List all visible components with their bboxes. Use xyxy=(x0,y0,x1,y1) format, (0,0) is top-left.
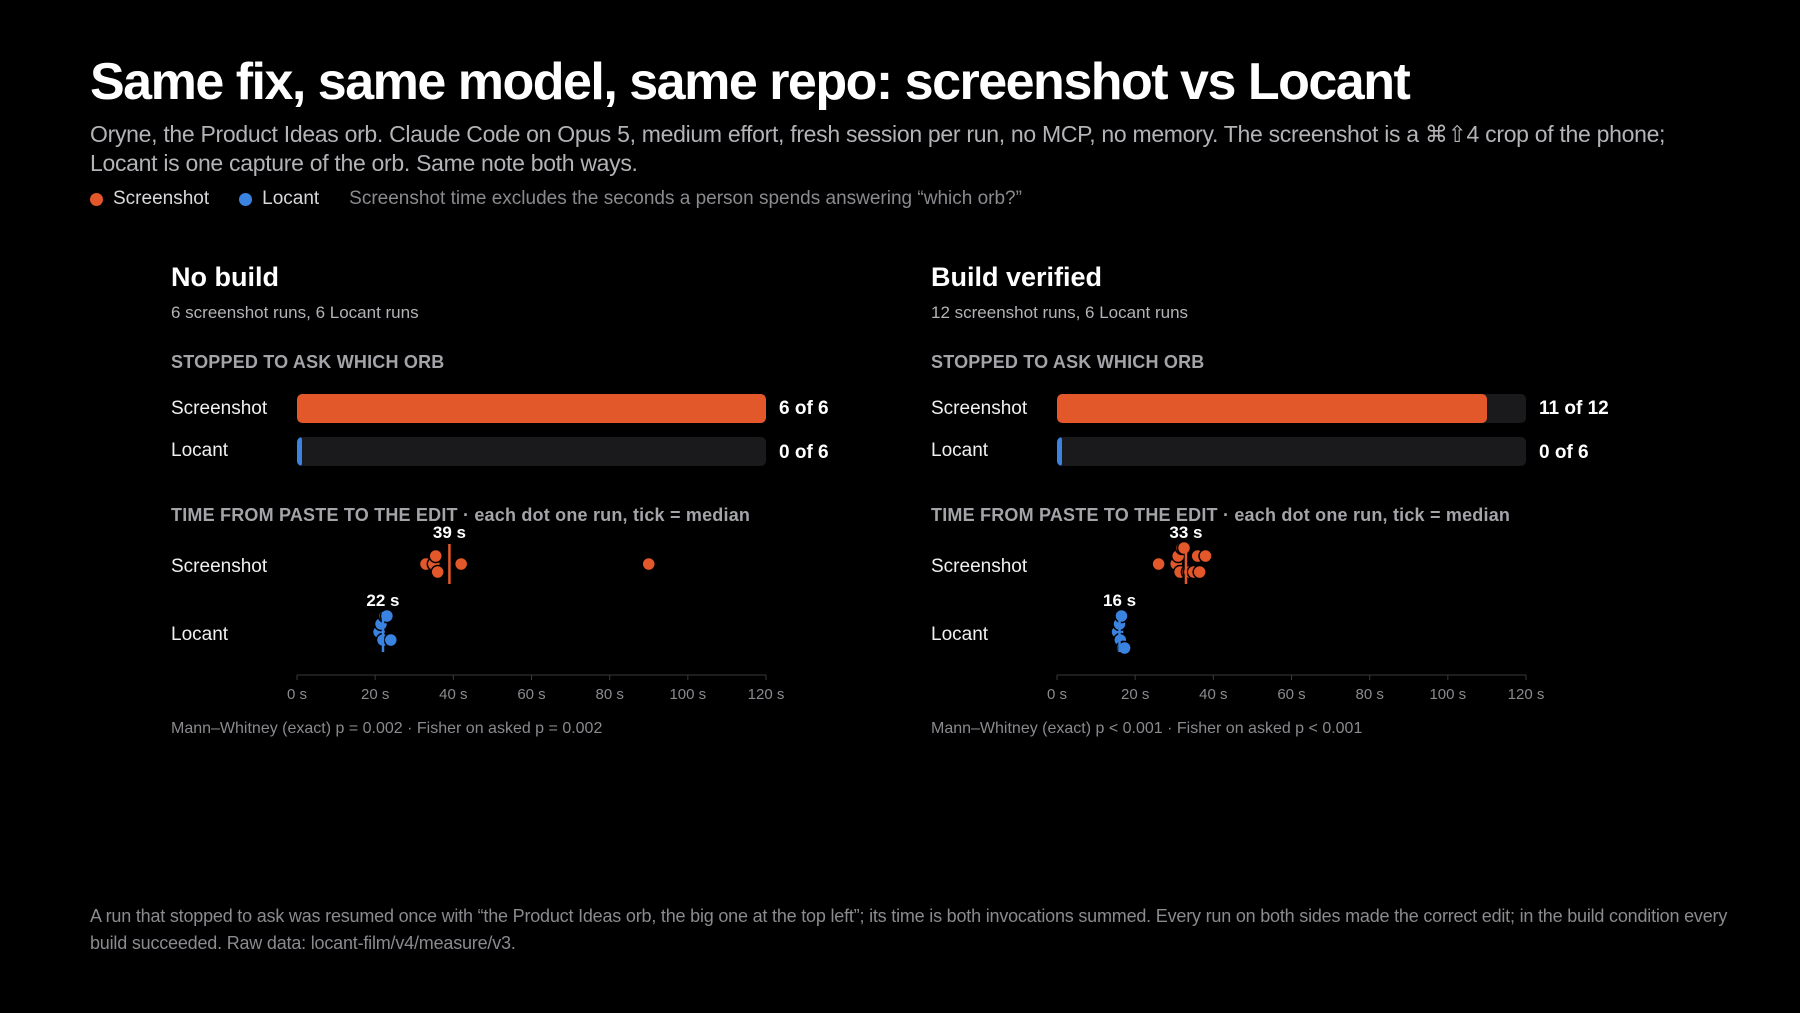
asked-section-title: STOPPED TO ASK WHICH ORB xyxy=(931,352,1205,372)
panel-build-verified: Build verified 12 screenshot runs, 6 Loc… xyxy=(931,262,1611,752)
run-dot-screenshot xyxy=(428,548,443,564)
bar-track-screenshot xyxy=(1057,394,1526,423)
bar-locant xyxy=(297,437,302,466)
footnote: A run that stopped to ask was resumed on… xyxy=(90,906,1728,953)
x-tick-label: 0 s xyxy=(1047,686,1067,703)
bar-value-locant: 0 of 6 xyxy=(1539,442,1589,463)
legend-item-locant: Locant xyxy=(239,188,319,210)
page-title: Same fix, same model, same repo: screens… xyxy=(90,53,1411,111)
x-tick-label: 120 s xyxy=(748,686,785,703)
x-tick-label: 40 s xyxy=(439,686,467,703)
time-section-title: TIME FROM PASTE TO THE EDIT · each dot o… xyxy=(171,505,751,525)
x-tick-label: 20 s xyxy=(1121,686,1149,703)
time-strip-plot: 0 s 20 s 40 s 60 s 80 s 100 s 120 s 33 s 16 s xyxy=(1047,523,1545,703)
bar-track-locant xyxy=(1057,437,1526,466)
x-tick-label: 120 s xyxy=(1508,686,1545,703)
run-dot-screenshot xyxy=(641,556,656,572)
x-tick-label: 0 s xyxy=(287,686,307,703)
bar-locant xyxy=(1057,437,1062,466)
median-label-screenshot: 39 s xyxy=(433,523,466,542)
run-dot-screenshot xyxy=(1198,548,1213,564)
panel-no-build: No build 6 screenshot runs, 6 Locant run… xyxy=(171,262,851,752)
legend-item-screenshot: Screenshot xyxy=(90,188,209,210)
x-tick-label: 60 s xyxy=(1277,686,1305,703)
time-strip-plot: 0 s 20 s 40 s 60 s 80 s 100 s 120 s 39 s 22 s xyxy=(287,523,785,703)
strip-label-locant: Locant xyxy=(931,624,989,645)
bar-label-screenshot: Screenshot xyxy=(171,398,268,419)
bar-value-locant: 0 of 6 xyxy=(779,442,829,463)
x-tick-label: 100 s xyxy=(1429,686,1466,703)
time-section-title: TIME FROM PASTE TO THE EDIT · each dot o… xyxy=(931,505,1511,525)
page-subtitle: Oryne, the Product Ideas orb. Claude Cod… xyxy=(90,121,1666,176)
panel-subtitle: 12 screenshot runs, 6 Locant runs xyxy=(931,303,1189,322)
panel-title: No build xyxy=(171,262,279,292)
median-label-screenshot: 33 s xyxy=(1169,523,1202,542)
bar-track-locant xyxy=(297,437,766,466)
strip-label-screenshot: Screenshot xyxy=(171,556,268,577)
run-dot-locant xyxy=(1114,608,1129,624)
panel-title: Build verified xyxy=(931,262,1103,292)
bar-label-locant: Locant xyxy=(931,440,989,461)
legend-label-screenshot: Screenshot xyxy=(113,188,210,209)
median-label-locant: 22 s xyxy=(366,591,399,610)
run-dot-screenshot xyxy=(1176,540,1192,556)
median-label-locant: 16 s xyxy=(1103,591,1136,610)
bar-label-locant: Locant xyxy=(171,440,229,461)
x-tick-label: 40 s xyxy=(1199,686,1227,703)
bar-label-screenshot: Screenshot xyxy=(931,398,1028,419)
panel-subtitle: 6 screenshot runs, 6 Locant runs xyxy=(171,303,419,322)
bar-value-screenshot: 6 of 6 xyxy=(779,398,829,419)
stats-note: Mann–Whitney (exact) p < 0.001 · Fisher … xyxy=(931,720,1363,737)
run-dot-screenshot xyxy=(1151,556,1166,572)
x-tick-label: 80 s xyxy=(595,686,623,703)
asked-section-title: STOPPED TO ASK WHICH ORB xyxy=(171,352,445,372)
screenshot-swatch-icon xyxy=(90,192,103,206)
strip-label-locant: Locant xyxy=(171,624,229,645)
run-dot-locant xyxy=(383,632,399,648)
run-dot-screenshot xyxy=(430,564,445,580)
bar-screenshot xyxy=(1057,394,1487,423)
bar-screenshot xyxy=(297,394,766,423)
legend: Screenshot Locant Screenshot time exclud… xyxy=(90,186,1022,212)
stats-note: Mann–Whitney (exact) p = 0.002 · Fisher … xyxy=(171,720,603,737)
legend-note: Screenshot time excludes the seconds a p… xyxy=(349,188,1022,209)
x-tick-label: 100 s xyxy=(669,686,706,703)
bar-value-screenshot: 11 of 12 xyxy=(1539,398,1609,419)
locant-swatch-icon xyxy=(239,192,253,206)
strip-label-screenshot: Screenshot xyxy=(931,556,1028,577)
run-dot-locant xyxy=(1117,640,1132,656)
x-tick-label: 20 s xyxy=(361,686,389,703)
bar-track-screenshot xyxy=(297,394,766,423)
x-tick-label: 80 s xyxy=(1355,686,1383,703)
run-dot-screenshot xyxy=(1192,564,1207,580)
x-tick-label: 60 s xyxy=(517,686,545,703)
run-dot-screenshot xyxy=(453,556,469,572)
legend-label-locant: Locant xyxy=(262,188,320,209)
